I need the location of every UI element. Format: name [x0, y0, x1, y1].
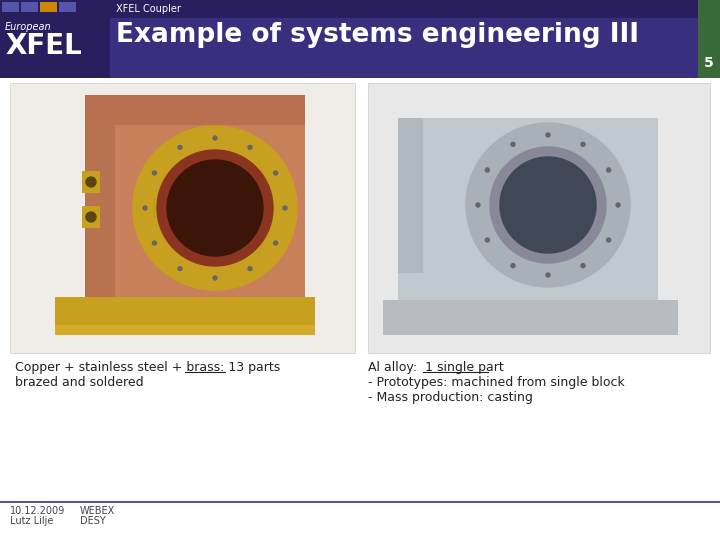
Bar: [383, 300, 678, 335]
Bar: [55, 297, 315, 335]
Bar: [0, 0, 110, 78]
Circle shape: [213, 276, 217, 280]
Circle shape: [607, 238, 611, 242]
Circle shape: [153, 241, 156, 245]
Text: Example of systems engineering III: Example of systems engineering III: [116, 22, 639, 48]
Circle shape: [274, 171, 278, 175]
Text: brazed and soldered: brazed and soldered: [15, 376, 143, 389]
Bar: [82, 206, 100, 228]
Circle shape: [153, 171, 156, 175]
Bar: [82, 171, 100, 193]
Text: Lutz Lilje: Lutz Lilje: [10, 516, 53, 526]
Bar: [10, 83, 355, 353]
Text: DESY: DESY: [80, 516, 106, 526]
Bar: [398, 118, 423, 273]
Circle shape: [178, 145, 182, 150]
Circle shape: [511, 143, 515, 146]
Circle shape: [143, 206, 147, 210]
Polygon shape: [167, 160, 263, 256]
Circle shape: [248, 145, 252, 150]
Text: - Mass production: casting: - Mass production: casting: [368, 391, 533, 404]
Circle shape: [485, 168, 490, 172]
Bar: [698, 0, 720, 78]
Circle shape: [607, 168, 611, 172]
Bar: [59, 2, 76, 12]
Text: Copper + stainless steel + brass:: Copper + stainless steel + brass:: [15, 361, 228, 374]
Circle shape: [213, 136, 217, 140]
Circle shape: [248, 267, 252, 271]
Bar: [85, 123, 305, 323]
Text: Al alloy:  1 single part: Al alloy: 1 single part: [368, 361, 504, 374]
Bar: [2, 2, 19, 12]
Text: XFEL Coupler: XFEL Coupler: [116, 4, 181, 14]
Bar: [21, 2, 38, 12]
Circle shape: [283, 206, 287, 210]
Circle shape: [616, 203, 620, 207]
Polygon shape: [157, 150, 273, 266]
Bar: [40, 2, 57, 12]
Polygon shape: [133, 126, 297, 290]
Bar: [85, 123, 115, 323]
Circle shape: [485, 238, 490, 242]
Bar: [110, 0, 698, 18]
Text: 5: 5: [704, 56, 714, 70]
Circle shape: [178, 267, 182, 271]
Polygon shape: [500, 157, 596, 253]
Bar: [55, 325, 315, 335]
Circle shape: [86, 177, 96, 187]
Circle shape: [546, 273, 550, 277]
Circle shape: [581, 264, 585, 268]
Bar: [398, 118, 658, 328]
Circle shape: [476, 203, 480, 207]
Text: 10.12.2009: 10.12.2009: [10, 506, 66, 516]
Bar: [368, 83, 710, 353]
Text: WEBEX: WEBEX: [80, 506, 115, 516]
Circle shape: [546, 133, 550, 137]
Text: XFEL: XFEL: [5, 32, 82, 60]
Polygon shape: [466, 123, 630, 287]
Circle shape: [86, 212, 96, 222]
Bar: [85, 95, 305, 125]
Circle shape: [581, 143, 585, 146]
Circle shape: [511, 264, 515, 268]
Bar: [0, 0, 720, 78]
Text: - Prototypes: machined from single block: - Prototypes: machined from single block: [368, 376, 625, 389]
Text: European: European: [5, 22, 52, 32]
Polygon shape: [490, 147, 606, 263]
Circle shape: [274, 241, 278, 245]
Text: Copper + stainless steel + brass: 13 parts: Copper + stainless steel + brass: 13 par…: [15, 361, 280, 374]
